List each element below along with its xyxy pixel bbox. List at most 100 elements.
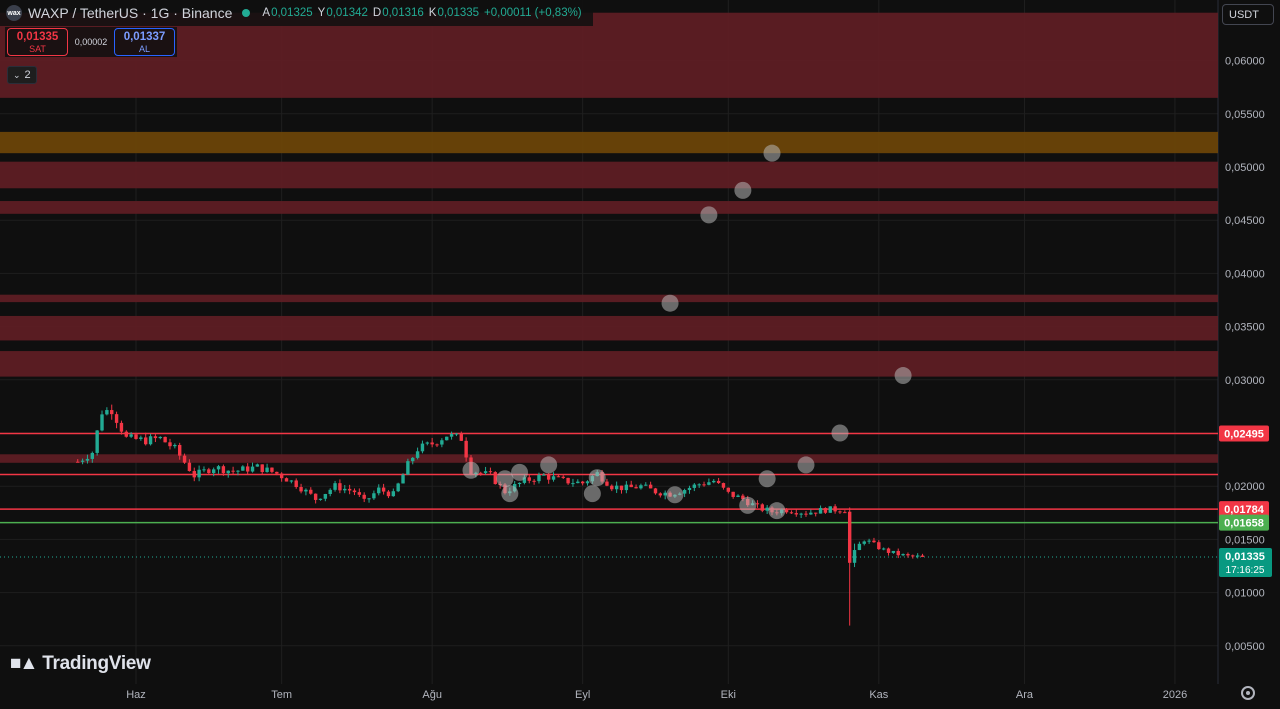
candle-body <box>760 504 764 511</box>
candle-body <box>823 507 828 513</box>
candle-body <box>226 470 230 474</box>
buy-label: AL <box>138 43 150 54</box>
time-tick-label: Eki <box>721 689 736 701</box>
price-axis[interactable]: 0,06000 0,05500 0,05000 0,04500 0,04000 0,035… <box>1219 0 1280 709</box>
candle-body <box>357 492 362 495</box>
zone-red <box>0 201 1218 214</box>
indicators-toggle[interactable]: ⌄ 2 <box>7 66 37 84</box>
candle-body <box>231 470 235 472</box>
candle-body <box>197 469 201 478</box>
tradingview-logo[interactable]: ■▲ TradingView <box>10 653 151 675</box>
candle-body <box>838 511 842 513</box>
candle-body <box>580 481 585 484</box>
candle-body <box>289 480 294 482</box>
candle-body <box>401 474 405 484</box>
candle-body <box>789 512 794 514</box>
candle-body <box>440 440 444 445</box>
candle-body <box>585 481 590 484</box>
price-tick-label: 0,03000 <box>1225 375 1265 387</box>
marker-circle <box>894 367 912 385</box>
symbol-header: wax WAXP / TetherUS · 1G · Binance A 0,01… <box>0 0 593 26</box>
candle-body <box>391 491 396 497</box>
candle-body <box>294 480 298 488</box>
candle-body <box>148 436 153 445</box>
candle-body <box>454 433 459 435</box>
candle-body <box>250 466 255 472</box>
candle-body <box>406 461 410 475</box>
candle-body <box>906 554 910 556</box>
candle-body <box>153 436 158 439</box>
grid-lines <box>0 0 1219 684</box>
price-tag <box>1219 425 1269 442</box>
candle-body <box>911 555 915 557</box>
candle-body <box>328 489 332 494</box>
time-axis-bg <box>0 684 1218 709</box>
candle-body <box>721 483 726 488</box>
gear-icon[interactable] <box>1241 686 1255 700</box>
marker-circle <box>496 470 514 488</box>
candle-body <box>741 495 745 499</box>
candle-body <box>605 481 609 486</box>
candle-body <box>338 483 342 491</box>
symbol-title[interactable]: WAXP / TetherUS · 1G · Binance <box>28 5 233 21</box>
price-tick-label: 0,06000 <box>1225 56 1265 68</box>
marker-circle <box>583 485 601 503</box>
zone-red <box>0 12 1218 98</box>
candle-body <box>818 507 823 514</box>
candle-body <box>614 485 619 490</box>
candle-body <box>459 433 463 441</box>
candle-body <box>255 464 260 467</box>
marker-circle <box>700 206 718 224</box>
candle-body <box>245 466 250 472</box>
candle-body <box>561 476 565 478</box>
candle-body <box>886 548 891 553</box>
sell-button[interactable]: 0,01335 SAT <box>7 28 68 56</box>
candle-body <box>546 474 551 480</box>
candle-body <box>784 509 789 513</box>
time-tick-label: Eyl <box>575 689 590 701</box>
marker-circle <box>763 144 781 162</box>
ohlc-close-key: K <box>428 7 437 19</box>
candle-body <box>765 507 769 511</box>
candle-body <box>216 466 221 470</box>
price-tick-label: 0,00500 <box>1225 641 1265 653</box>
indicators-count: 2 <box>24 69 31 81</box>
buy-button[interactable]: 0,01337 AL <box>114 28 175 56</box>
candle-body <box>610 485 614 490</box>
ohlc-close-value: 0,01335 <box>437 7 480 19</box>
price-tick-label: 0,01500 <box>1225 534 1265 546</box>
currency-button[interactable]: USDT <box>1222 4 1274 25</box>
candle-body <box>284 478 289 482</box>
candle-body <box>833 506 837 512</box>
candle-body <box>716 480 721 484</box>
candle-body <box>915 555 920 557</box>
zone-red <box>0 161 1218 189</box>
candle-body <box>648 484 653 489</box>
marker-circle <box>540 456 558 474</box>
circle-markers <box>462 144 912 520</box>
marker-circle <box>501 485 519 503</box>
candle-body <box>241 466 245 471</box>
marker-circle <box>666 486 684 504</box>
candle-body <box>755 503 760 505</box>
trade-panel: 0,01335 SAT 0,00002 0,01337 AL <box>5 27 177 57</box>
candle-body <box>100 414 104 431</box>
time-tick-label: 2026 <box>1163 689 1187 701</box>
marker-circle <box>588 469 606 487</box>
candle-body <box>872 540 876 543</box>
candle-body <box>634 487 638 489</box>
candle-body <box>207 469 211 474</box>
candle-body <box>896 550 900 556</box>
candle-body <box>629 484 633 488</box>
candle-body <box>488 471 493 473</box>
candle-body <box>110 410 114 415</box>
candle-body <box>702 484 706 486</box>
price-axis-bg <box>1219 0 1280 709</box>
candle-body <box>182 455 187 463</box>
marker-circle <box>768 502 786 520</box>
candle-body <box>411 457 415 462</box>
time-axis[interactable]: Haz Tem Ağu Eyl Eki Kas Ara 2026 <box>0 684 1218 709</box>
zone-red <box>0 315 1218 341</box>
zone-red <box>0 454 1218 463</box>
